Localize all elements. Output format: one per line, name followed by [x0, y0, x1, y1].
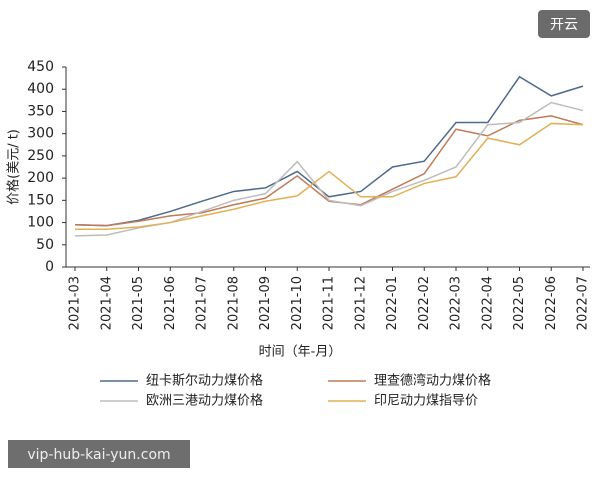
- x-tick-label: 2022-07: [576, 276, 591, 330]
- series-line: [74, 75, 584, 227]
- x-tick-label: 2022-03: [449, 276, 464, 330]
- x-tick-label: 2021-05: [131, 276, 146, 330]
- legend-label: 印尼动力煤指导价: [374, 394, 478, 409]
- x-tick-label: 2021-07: [195, 276, 210, 330]
- y-tick-label: 250: [27, 148, 54, 164]
- y-tick-label: 300: [27, 126, 54, 142]
- x-tick-label: 2021-03: [68, 276, 83, 330]
- watermark: vip-hub-kai-yun.com: [27, 447, 170, 463]
- x-tick-label: 2022-02: [417, 276, 432, 330]
- y-tick-label: 100: [27, 215, 54, 231]
- legend-label: 纽卡斯尔动力煤价格: [146, 373, 263, 389]
- x-tick-label: 2022-05: [512, 276, 527, 330]
- badge[interactable]: 开云: [550, 17, 578, 33]
- legend-label: 欧洲三港动力煤价格: [146, 393, 263, 409]
- x-tick-label: 2021-11: [322, 276, 337, 330]
- x-tick-label: 2021-12: [353, 276, 368, 330]
- x-tick-label: 2022-06: [544, 276, 559, 330]
- legend-label: 理查德湾动力煤价格: [374, 373, 491, 389]
- x-tick-label: 2021-10: [290, 276, 305, 330]
- badge-bg[interactable]: [538, 10, 590, 38]
- y-tick-label: 0: [45, 259, 54, 275]
- series-line: [75, 122, 584, 230]
- x-tick-label: 2022-01: [385, 276, 400, 330]
- y-axis-label: 价格(美元/ t): [6, 129, 22, 205]
- x-tick-label: 2022-04: [480, 276, 495, 330]
- series-line: [74, 115, 584, 227]
- x-tick-label: 2021-06: [163, 276, 178, 330]
- y-tick-label: 50: [36, 237, 54, 253]
- x-tick-label: 2021-08: [226, 276, 241, 330]
- x-tick-label: 2021-09: [258, 276, 273, 330]
- y-tick-label: 350: [27, 103, 54, 119]
- x-tick-label: 2021-04: [99, 276, 114, 330]
- y-tick-label: 450: [27, 59, 54, 75]
- y-tick-label: 400: [27, 81, 54, 97]
- watermark-bg: [8, 440, 190, 468]
- y-tick-label: 200: [27, 170, 54, 186]
- x-axis-label: 时间（年-月）: [259, 345, 342, 360]
- y-tick-label: 150: [27, 192, 54, 208]
